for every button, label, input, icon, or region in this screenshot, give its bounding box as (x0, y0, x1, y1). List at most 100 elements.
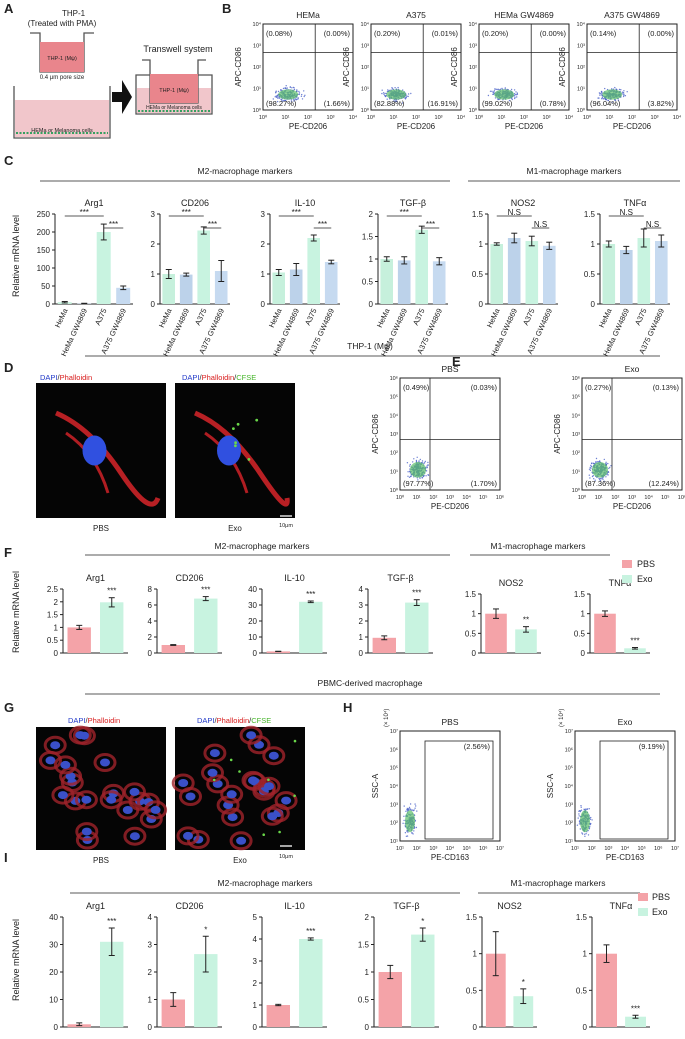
micG-exo-cell-membrane (171, 773, 195, 793)
flowB1-point (382, 92, 385, 94)
flowH1-point (589, 826, 591, 828)
flowB1-point (381, 92, 383, 95)
micG-pbs-cell-membrane (75, 822, 99, 842)
barC2-title: IL-10 (295, 198, 316, 208)
flowB1-density-core (386, 89, 407, 100)
barC2-ytick-label: 0 (261, 300, 266, 309)
flowE1-point (605, 461, 607, 463)
panelC-ylabel: Relative mRNA level (11, 215, 21, 297)
flowB2-point (508, 99, 511, 102)
micG-cfse-dot (238, 770, 241, 773)
flowE1-xtick: 10⁴ (644, 494, 653, 501)
flowH1-xtick: 10⁵ (637, 845, 645, 852)
flowE1-point (595, 457, 598, 460)
barC4-bar (543, 245, 556, 304)
panelF-m2-title: M2-macrophage markers (215, 541, 310, 551)
barF2-sig: *** (306, 590, 315, 599)
barI0-ytick-label: 10 (49, 996, 58, 1005)
barC3-ytick-label: 1 (369, 255, 374, 264)
flowB2-point (516, 96, 518, 98)
micD-cfse-dot (232, 427, 235, 430)
flowE0-point (425, 470, 428, 472)
flowH0-point (414, 807, 416, 809)
flowB0-point (293, 100, 295, 102)
barC4-bar (490, 244, 503, 304)
barC1-ytick-label: 2 (151, 240, 156, 249)
micG-pbs-cell-membrane (123, 782, 146, 802)
barF5-ytick-label: 0 (581, 649, 586, 658)
barF2-bar (266, 651, 290, 653)
flowH1-point (584, 833, 586, 835)
flowB0-q3: (98.27%) (266, 99, 297, 108)
flowE0-density-core (410, 462, 426, 478)
flowB2-xtick: 10³ (543, 115, 551, 121)
barC1-ytick-label: 1 (151, 270, 156, 279)
flowB3-ytick: 10⁰ (577, 107, 586, 114)
micG-pbs-cell-nucleus (122, 806, 133, 814)
barF0-ytick-label: 1 (54, 623, 59, 632)
flowB0-point (300, 95, 303, 98)
barF3-ytick-label: 2 (359, 617, 364, 626)
flowH0-xtick: 10⁶ (479, 845, 487, 852)
flowH1-density-core (580, 810, 590, 833)
flowB2-point (495, 88, 497, 90)
flowH1-xtick: 10⁷ (671, 845, 679, 852)
micG-exo-cell-membrane (247, 735, 271, 755)
flowH0-point (405, 810, 407, 812)
legendF-pbs-swatch (622, 560, 632, 568)
flowB1-point (384, 95, 387, 98)
flowB3-point (614, 86, 616, 89)
barI3-ytick-label: 1.5 (358, 941, 370, 950)
flowE1-point (590, 465, 593, 468)
barC3-ytick-label: 2 (369, 210, 374, 219)
micG-cfse-dot (229, 758, 233, 762)
flowB0-point (297, 97, 299, 99)
flowE1-ytick: 10² (572, 451, 580, 457)
flowH0-point (406, 835, 409, 837)
barI0-ytick-label: 20 (49, 968, 58, 977)
barC3-sig: *** (426, 220, 435, 229)
barI4-ytick-label: 0 (473, 1023, 478, 1032)
flowB0-point (275, 90, 277, 92)
barC2-xtick-label: A375 (303, 307, 319, 327)
barF1-bar (194, 598, 218, 653)
barC1-xtick-label: A375 (193, 307, 209, 327)
flowH0-ytick: 10⁴ (390, 783, 399, 790)
flowB3-point (622, 95, 625, 98)
flowB1-point (397, 86, 399, 89)
micG-exo-stain-part: DAPI (197, 716, 215, 725)
micG-pbs-cell-nucleus (106, 795, 117, 804)
flowE1-point (588, 474, 590, 476)
micG-exo-cell-membrane (176, 826, 200, 846)
micD-cfse-dot (234, 444, 237, 448)
flowB3-q1: (0.14%) (590, 29, 617, 38)
micD-exo-actin (193, 410, 290, 507)
flowB0-ytick: 10⁴ (253, 21, 262, 28)
flowE1-point (595, 461, 597, 463)
micG-pbs-stain-part: DAPI (68, 716, 86, 725)
flowE0-point (408, 476, 411, 478)
barF0-sig: *** (107, 587, 116, 596)
flowH1-xtick: 10¹ (571, 846, 579, 852)
flowB1-xtick: 10⁴ (457, 114, 466, 121)
barI4-ytick-label: 1 (473, 950, 478, 959)
barC2-xtick-label: HeMa (267, 306, 284, 329)
micD-pbs-stain-part: DAPI (40, 373, 58, 382)
micG-exo-cell-nucleus (183, 831, 193, 840)
flowE1-point (597, 461, 599, 463)
flowH1-point (589, 818, 592, 820)
flowE1-ytick: 10¹ (572, 469, 580, 475)
flowB1-point (395, 100, 397, 103)
micG-pbs-cell-nucleus (50, 741, 61, 750)
barF1-bar (161, 645, 185, 653)
flowE0-q3: (97.77%) (403, 479, 434, 488)
barI0-sig: *** (107, 917, 116, 926)
micG-exo-cell-nucleus (227, 813, 238, 822)
barC2-sig: *** (318, 220, 327, 229)
tw-insert-medium (150, 74, 198, 103)
flowE0-point (424, 460, 426, 463)
flowB1-ytick: 10² (361, 65, 369, 71)
flowB0-xtick: 10² (304, 115, 312, 121)
flowB1-point (383, 93, 385, 96)
flowH0-point (402, 822, 404, 824)
